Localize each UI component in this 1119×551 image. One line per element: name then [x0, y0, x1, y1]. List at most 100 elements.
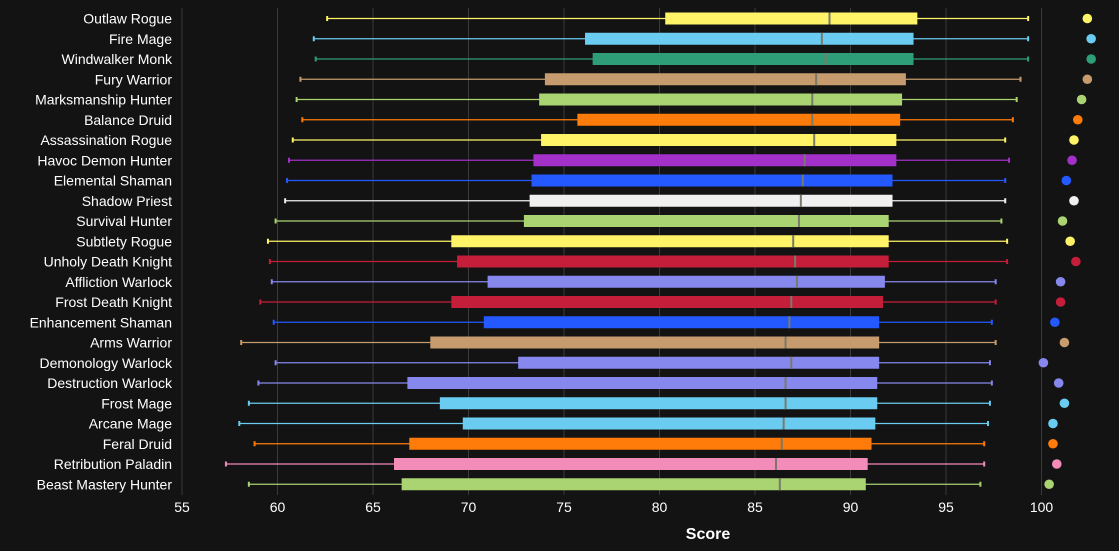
- max-point: [1059, 337, 1070, 348]
- box-group: [312, 32, 1096, 45]
- max-point: [1051, 459, 1062, 469]
- category-label: Retribution Paladin: [54, 456, 172, 472]
- max-point: [1059, 398, 1070, 409]
- box-iqr: [451, 235, 889, 248]
- box-group: [314, 53, 1096, 65]
- x-tick-label: 60: [270, 499, 286, 515]
- box-iqr: [539, 93, 903, 106]
- category-label: Windwalker Monk: [62, 51, 173, 67]
- max-point: [1069, 135, 1079, 145]
- x-tick-label: 75: [556, 499, 572, 515]
- x-tick-label: 90: [843, 499, 859, 515]
- box-iqr: [483, 316, 880, 329]
- category-label: Arms Warrior: [90, 335, 172, 351]
- box-iqr: [407, 377, 878, 389]
- x-axis-ticks: 55 60 65 70 75 80 85 90 95 100: [174, 499, 1053, 515]
- category-label: Frost Mage: [101, 395, 172, 411]
- x-tick-label: 100: [1030, 499, 1054, 515]
- box-iqr: [544, 73, 906, 86]
- box-iqr: [518, 356, 880, 369]
- category-label: Unholy Death Knight: [44, 254, 173, 270]
- category-label: Havoc Demon Hunter: [37, 152, 172, 168]
- category-label: Elemental Shaman: [54, 173, 172, 189]
- x-tick-label: 95: [938, 499, 954, 515]
- box-group: [257, 377, 1064, 389]
- box-group: [284, 194, 1079, 207]
- category-label: Feral Druid: [103, 436, 172, 452]
- box-group: [287, 154, 1077, 167]
- max-point: [1082, 74, 1093, 85]
- box-group: [274, 356, 1049, 369]
- max-point: [1067, 155, 1077, 166]
- box-group: [253, 437, 1058, 450]
- box-iqr: [523, 215, 889, 227]
- box-iqr: [394, 458, 868, 470]
- box-group: [301, 113, 1083, 126]
- box-group: [270, 275, 1066, 288]
- max-point: [1057, 216, 1068, 226]
- max-point: [1086, 54, 1096, 64]
- box-group: [326, 12, 1093, 25]
- max-point: [1076, 94, 1087, 105]
- box-group: [266, 235, 1075, 248]
- category-label: Shadow Priest: [82, 193, 172, 209]
- box-iqr: [541, 134, 897, 146]
- x-tick-label: 70: [461, 499, 477, 515]
- box-iqr: [457, 255, 889, 268]
- box-iqr: [585, 32, 914, 45]
- box-iqr: [531, 174, 893, 187]
- max-point: [1048, 418, 1058, 429]
- x-tick-label: 55: [174, 499, 190, 515]
- box-group: [295, 93, 1087, 106]
- category-label: Affliction Warlock: [65, 274, 173, 290]
- category-label: Beast Mastery Hunter: [37, 476, 173, 492]
- category-label: Survival Hunter: [76, 213, 172, 229]
- max-point: [1071, 256, 1081, 267]
- max-point: [1082, 13, 1093, 24]
- category-label: Enhancement Shaman: [30, 314, 172, 330]
- box-iqr: [487, 275, 885, 288]
- box-group: [259, 296, 1066, 308]
- box-iqr: [409, 437, 872, 450]
- max-point: [1061, 175, 1072, 186]
- box-group: [240, 336, 1070, 349]
- category-label: Fire Mage: [109, 31, 172, 47]
- box-iqr: [592, 53, 914, 65]
- max-point: [1086, 33, 1096, 44]
- x-tick-label: 80: [652, 499, 668, 515]
- category-label: Fury Warrior: [95, 71, 173, 87]
- category-label: Marksmanship Hunter: [35, 92, 172, 108]
- category-label: Assassination Rogue: [40, 132, 172, 148]
- max-point: [1044, 479, 1054, 490]
- box-group: [299, 73, 1093, 86]
- box-group: [247, 397, 1070, 410]
- box-series: [224, 12, 1096, 491]
- max-point: [1055, 276, 1066, 287]
- max-point: [1050, 317, 1060, 328]
- box-iqr: [665, 12, 918, 25]
- box-iqr: [533, 154, 897, 167]
- category-label: Arcane Mage: [89, 416, 172, 432]
- max-point: [1069, 195, 1079, 206]
- box-iqr: [577, 113, 901, 126]
- box-group: [274, 215, 1068, 227]
- category-label: Subtlety Rogue: [76, 233, 172, 249]
- max-point: [1072, 114, 1083, 125]
- box-group: [291, 134, 1079, 146]
- max-point: [1038, 357, 1049, 368]
- box-group: [268, 255, 1081, 268]
- category-label: Outlaw Rogue: [83, 11, 172, 27]
- category-label: Destruction Warlock: [47, 375, 173, 391]
- box-iqr: [439, 397, 878, 410]
- max-point: [1055, 297, 1066, 307]
- max-point: [1065, 236, 1075, 247]
- category-label: Balance Druid: [84, 112, 172, 128]
- category-label: Frost Death Knight: [55, 294, 172, 310]
- max-point: [1048, 438, 1058, 449]
- box-group: [224, 458, 1062, 470]
- box-iqr: [462, 417, 876, 430]
- category-labels: Outlaw Rogue Fire Mage Windwalker Monk Fury…: [30, 11, 173, 493]
- box-group: [247, 478, 1054, 491]
- x-tick-label: 65: [365, 499, 381, 515]
